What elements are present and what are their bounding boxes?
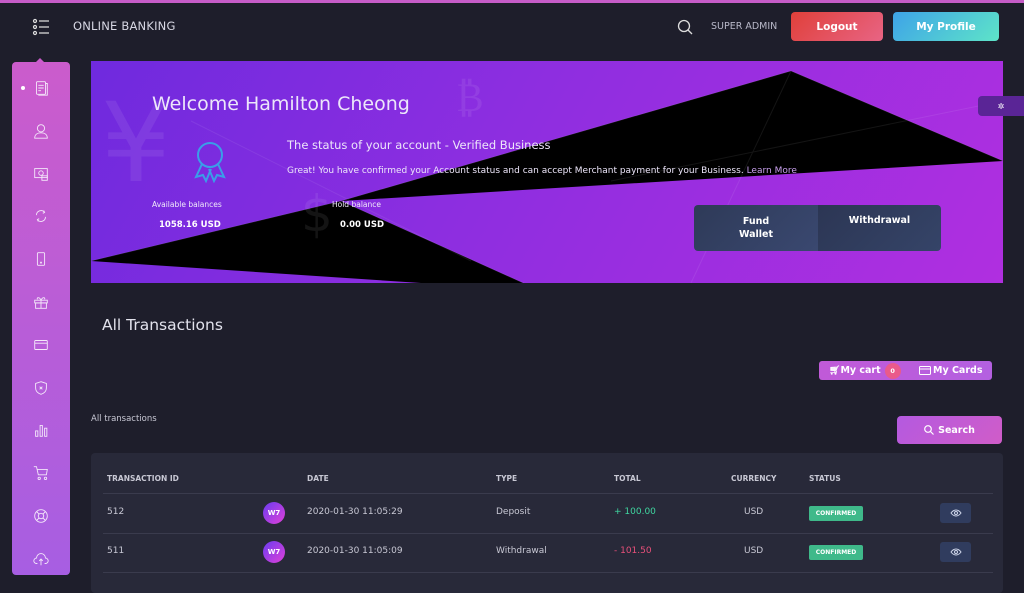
active-indicator bbox=[21, 86, 25, 90]
wallet-actions: Fund Wallet Withdrawal bbox=[694, 205, 941, 251]
status-badge: CONFIRMED bbox=[809, 506, 863, 521]
view-transaction-button[interactable] bbox=[940, 542, 971, 562]
eye-icon bbox=[949, 509, 962, 517]
eye-icon bbox=[949, 548, 962, 556]
menu-toggle-icon[interactable] bbox=[32, 18, 50, 36]
my-cart-label: My cart bbox=[840, 365, 881, 376]
withdrawal-label: Withdrawal bbox=[848, 215, 911, 226]
svg-text:$: $ bbox=[301, 185, 333, 243]
transaction-date: 2020-01-30 11:05:29 bbox=[307, 507, 403, 517]
transaction-total: - 101.50 bbox=[614, 546, 652, 556]
status-message-text: Great! You have confirmed your Account s… bbox=[287, 166, 744, 176]
transaction-total: + 100.00 bbox=[614, 507, 656, 517]
available-balance-value: 1058.16 USD bbox=[159, 220, 221, 230]
status-badge: CONFIRMED bbox=[809, 545, 863, 560]
svg-text:₿: ₿ bbox=[456, 75, 484, 121]
transaction-currency: USD bbox=[744, 546, 764, 556]
my-cart-button[interactable]: 🛒︎ My cart 0 bbox=[819, 362, 919, 379]
sidebar-item-user[interactable] bbox=[31, 121, 51, 141]
withdrawal-button[interactable]: Withdrawal bbox=[818, 205, 941, 251]
search-label: Search bbox=[938, 424, 975, 436]
cart-cards-bar: 🛒︎ My cart 0 My Cards bbox=[819, 361, 992, 380]
sidebar-item-money[interactable] bbox=[31, 164, 51, 184]
col-status: STATUS bbox=[809, 474, 841, 483]
brand-title: ONLINE BANKING bbox=[73, 19, 176, 33]
col-type: TYPE bbox=[496, 474, 518, 483]
transaction-id: 511 bbox=[107, 546, 125, 556]
card-icon bbox=[34, 339, 48, 350]
search-icon bbox=[924, 425, 935, 435]
status-message: Great! You have confirmed your Account s… bbox=[287, 166, 797, 176]
card-icon bbox=[919, 366, 931, 375]
upload-icon bbox=[33, 552, 49, 566]
section-subtitle: All transactions bbox=[91, 414, 157, 424]
divider bbox=[103, 493, 993, 494]
exchange-icon bbox=[36, 210, 46, 223]
support-icon bbox=[34, 509, 48, 523]
gift-icon bbox=[34, 297, 48, 309]
my-profile-button[interactable]: My Profile bbox=[893, 12, 999, 41]
merchant-logo: W7 bbox=[263, 541, 285, 563]
cart-icon: 🛒︎ bbox=[829, 365, 841, 376]
documents-icon bbox=[36, 81, 48, 96]
sidebar bbox=[12, 58, 70, 575]
user-role: SUPER ADMIN bbox=[711, 21, 778, 32]
page-title: All Transactions bbox=[102, 316, 223, 334]
transaction-currency: USD bbox=[744, 507, 764, 517]
shield-icon bbox=[35, 380, 47, 395]
col-currency: CURRENCY bbox=[731, 474, 777, 483]
search-button[interactable]: Search bbox=[897, 416, 1002, 444]
mobile-icon bbox=[36, 252, 46, 266]
sidebar-item-exchange[interactable] bbox=[31, 206, 51, 226]
fund-wallet-label: Fund Wallet bbox=[738, 216, 774, 240]
transaction-date: 2020-01-30 11:05:09 bbox=[307, 546, 403, 556]
sidebar-item-upload[interactable] bbox=[31, 549, 51, 569]
welcome-heading: Welcome Hamilton Cheong bbox=[152, 93, 410, 115]
sidebar-item-gift[interactable] bbox=[31, 292, 51, 312]
sidebar-item-cart[interactable] bbox=[31, 463, 51, 483]
sidebar-item-documents[interactable] bbox=[31, 78, 51, 98]
hold-balance-label: Hold balance bbox=[332, 200, 381, 209]
chart-icon bbox=[35, 425, 48, 438]
sidebar-item-chart[interactable] bbox=[31, 420, 51, 440]
col-transaction-id: TRANSACTION ID bbox=[107, 474, 179, 483]
available-balance-label: Available balances bbox=[152, 200, 222, 209]
sidebar-item-support[interactable] bbox=[31, 506, 51, 526]
my-cards-label: My Cards bbox=[933, 365, 983, 376]
cart-count-badge: 0 bbox=[884, 362, 901, 379]
settings-gear-icon[interactable]: ✲ bbox=[978, 96, 1024, 116]
view-transaction-button[interactable] bbox=[940, 503, 971, 523]
top-accent-line bbox=[0, 0, 1024, 3]
divider bbox=[103, 533, 993, 534]
hold-balance-value: 0.00 USD bbox=[340, 220, 385, 230]
fund-wallet-button[interactable]: Fund Wallet bbox=[694, 205, 818, 251]
sidebar-item-card[interactable] bbox=[31, 335, 51, 355]
transaction-id: 512 bbox=[107, 507, 125, 517]
background-network-decoration: ¥ $ ₿ bbox=[91, 70, 1003, 283]
cart-icon bbox=[33, 466, 48, 481]
user-icon bbox=[34, 124, 48, 139]
merchant-logo: W7 bbox=[263, 502, 285, 524]
my-cards-button[interactable]: My Cards bbox=[919, 365, 982, 376]
col-total: TOTAL bbox=[614, 474, 641, 483]
search-icon[interactable] bbox=[677, 19, 693, 35]
welcome-banner: ¥ $ ₿ Welcome Hamilton Cheong Available … bbox=[91, 61, 1003, 283]
sidebar-item-mobile[interactable] bbox=[31, 249, 51, 269]
learn-more-link[interactable]: Learn More bbox=[746, 166, 797, 176]
transaction-type: Deposit bbox=[496, 507, 531, 517]
money-icon bbox=[34, 167, 48, 181]
transaction-type: Withdrawal bbox=[496, 546, 547, 556]
divider bbox=[103, 572, 993, 573]
award-icon bbox=[190, 141, 230, 187]
col-date: DATE bbox=[307, 474, 329, 483]
transactions-table: TRANSACTION ID DATE TYPE TOTAL CURRENCY … bbox=[91, 453, 1003, 593]
svg-text:¥: ¥ bbox=[101, 79, 171, 207]
logout-button[interactable]: Logout bbox=[791, 12, 883, 41]
account-status: The status of your account - Verified Bu… bbox=[287, 138, 551, 152]
sidebar-item-shield[interactable] bbox=[31, 378, 51, 398]
